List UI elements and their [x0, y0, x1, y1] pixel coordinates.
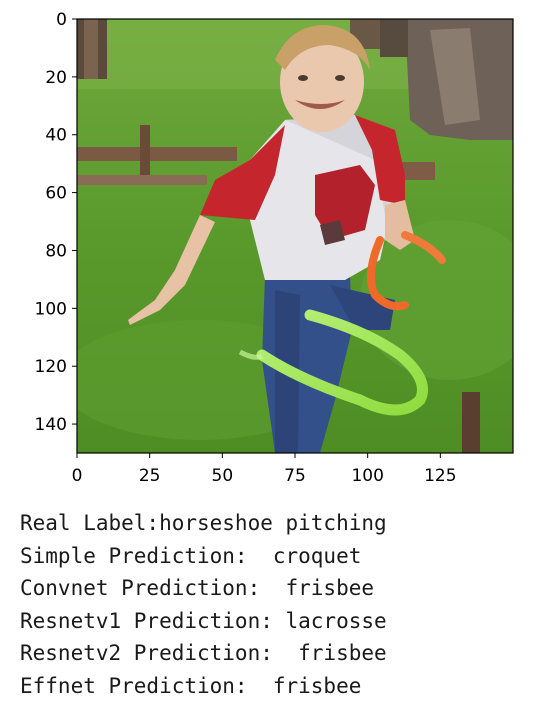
output-line: Resnetv2 Prediction: frisbee: [20, 637, 387, 670]
x-axis: 0 25 50 75 100 125: [72, 453, 457, 486]
y-tick-label: 40: [45, 126, 67, 146]
output-line: Simple Prediction: croquet: [20, 540, 387, 573]
output-line: Effnet Prediction: frisbee: [20, 670, 387, 703]
y-tick-label: 120: [35, 357, 67, 377]
prediction-output: Real Label:horseshoe pitching Simple Pred…: [20, 507, 387, 703]
x-tick-label: 0: [72, 466, 83, 486]
output-line: Convnet Prediction: frisbee: [20, 572, 387, 605]
x-tick-label: 125: [424, 466, 456, 486]
x-tick-label: 50: [212, 466, 234, 486]
y-tick-label: 20: [45, 68, 67, 88]
x-tick-label: 25: [139, 466, 161, 486]
x-tick-label: 75: [284, 466, 306, 486]
photo-image: [60, 19, 540, 453]
y-tick-label: 60: [45, 184, 67, 204]
x-tick-label: 100: [351, 466, 383, 486]
image-figure: 0 25 50 75 100 125 0 20 40 60 80 100 120 140: [0, 0, 548, 500]
output-line: Resnetv1 Prediction: lacrosse: [20, 605, 387, 638]
y-tick-label: 0: [56, 10, 67, 30]
y-tick-label: 140: [35, 415, 67, 435]
y-tick-label: 100: [35, 299, 67, 319]
y-tick-label: 80: [45, 241, 67, 261]
output-line: Real Label:horseshoe pitching: [20, 507, 387, 540]
y-axis: 0 20 40 60 80 100 120 140: [35, 10, 77, 435]
